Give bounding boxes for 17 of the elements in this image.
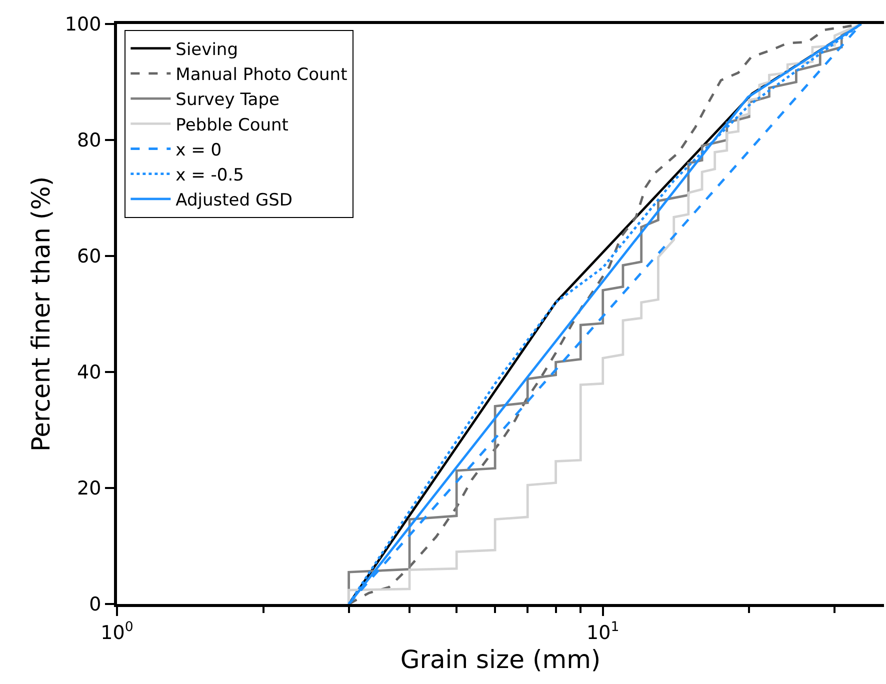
legend-label: x = 0 (176, 140, 222, 160)
legend-label: Manual Photo Count (176, 65, 348, 86)
legend-label: Sieving (176, 40, 238, 60)
y-axis-title: Percent finer than (%) (26, 176, 56, 452)
y-tick-label: 100 (64, 14, 102, 36)
legend-label: Adjusted GSD (176, 190, 293, 211)
y-tick-label: 40 (77, 362, 102, 384)
x-axis-title: Grain size (mm) (400, 644, 601, 674)
y-tick-label: 60 (77, 246, 102, 268)
x-tick-label: 10$^{1}$ (586, 620, 620, 644)
y-tick-label: 20 (77, 478, 102, 500)
legend-label: Survey Tape (176, 90, 280, 110)
x-tick-label: 10$^{0}$ (100, 620, 134, 644)
legend-label: x = -0.5 (176, 165, 244, 186)
y-tick-label: 0 (89, 594, 102, 616)
legend-label: Pebble Count (176, 115, 289, 136)
y-tick-label: 80 (77, 130, 102, 152)
